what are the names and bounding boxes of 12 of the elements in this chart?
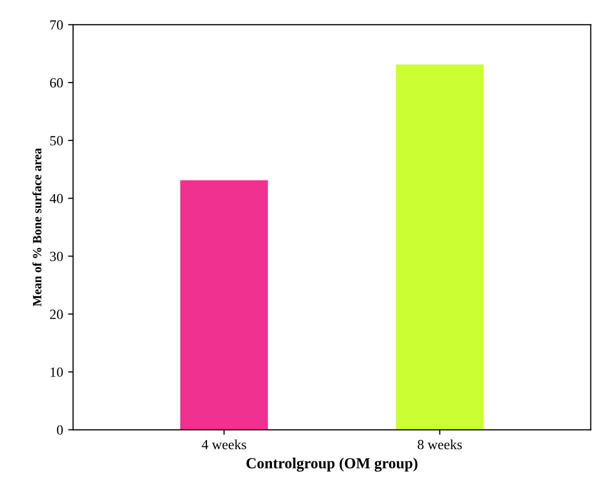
y-tick-label: 30 bbox=[50, 252, 63, 262]
y-tick-label: 40 bbox=[50, 194, 63, 204]
y-tick-label: 50 bbox=[50, 136, 63, 146]
y-tick-label: 10 bbox=[50, 367, 63, 377]
y-tick-label: 0 bbox=[56, 425, 63, 435]
x-tick-label: 4 weeks bbox=[202, 440, 246, 450]
y-tick-label: 20 bbox=[50, 310, 63, 319]
x-tick-label: 8 weeks bbox=[418, 440, 462, 450]
y-axis-title: Mean of % Bone surface area bbox=[32, 148, 42, 306]
y-tick-label: 60 bbox=[50, 78, 63, 88]
x-axis-title: Controlgroup (OM group) bbox=[246, 458, 418, 472]
y-tick-label: 70 bbox=[50, 20, 63, 30]
